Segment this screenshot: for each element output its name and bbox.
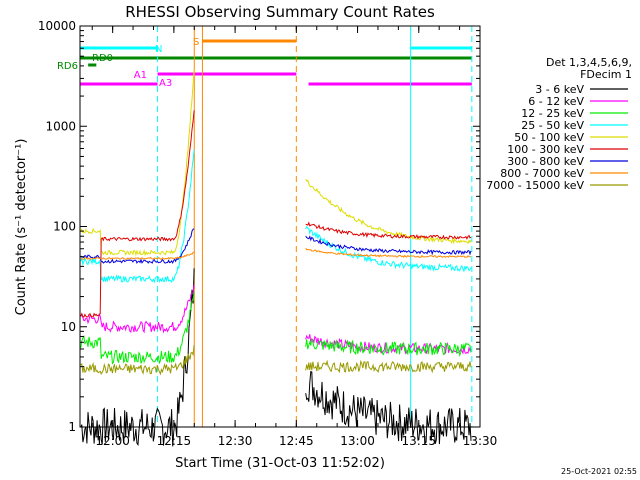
y-tick-label: 10 [61,320,76,334]
legend-entry-label: 100 - 300 keV [507,143,584,156]
flag-label-rd6: RD6 [57,61,78,72]
x-tick-label: 12:00 [95,434,130,448]
x-tick-label: 12:45 [279,434,314,448]
flag-bars: N S RD0 RD6 A1 A3 [57,37,472,89]
x-tick-label: 13:15 [401,434,436,448]
legend-entry-label: 25 - 50 keV [521,119,584,132]
series-line-6 [80,110,195,318]
y-tick-label: 10000 [38,19,76,33]
series-line-3 [305,338,472,358]
y-tick-label: 100 [53,220,76,234]
series-line-7 [305,235,472,256]
legend-entry-label: 300 - 800 keV [507,155,584,168]
series-line-6 [305,221,472,240]
chart-title: RHESSI Observing Summary Count Rates [125,3,435,21]
x-axis-label: Start Time (31-Oct-03 11:52:02) [175,456,385,471]
axes: 12:00 12:15 12:30 12:45 13:00 13:15 13:30 1 10 10… [38,19,497,448]
flag-label-rd0: RD0 [92,53,113,64]
flag-label-n: N [155,44,162,55]
legend-entry-label: 50 - 100 keV [514,131,584,144]
timestamp: 25-Oct-2021 02:55 [561,467,637,476]
series-line-8 [305,247,472,259]
flag-label-a3: A3 [159,78,172,89]
x-tick-label: 12:30 [218,434,253,448]
series-line-5 [305,178,472,245]
series-line-3 [80,291,195,365]
series-line-1 [80,268,195,447]
legend-header: Det 1,3,4,5,6,9, [546,56,632,69]
series-line-4 [305,225,472,273]
legend-entry-label: 3 - 6 keV [535,83,584,96]
y-axis-label: Count Rate (s⁻¹ detector⁻¹) [14,139,29,316]
series-line-1 [305,370,472,445]
series-line-9 [80,344,195,376]
legend-entry-label: 800 - 7000 keV [500,167,584,180]
legend-entry-label: 7000 - 15000 keV [486,179,584,192]
legend-entry-label: 6 - 12 keV [528,95,584,108]
series-line-9 [305,359,472,374]
flag-label-a1: A1 [134,70,147,81]
x-tick-label: 13:30 [463,434,498,448]
x-tick-label: 12:15 [157,434,192,448]
y-tick-label: 1000 [45,119,76,133]
legend-header: FDecim 1 [580,68,632,81]
x-tick-label: 13:00 [340,434,375,448]
series-line-5 [80,69,195,257]
series-line-4 [80,149,195,284]
series-line-2 [80,284,195,334]
y-tick-label: 1 [68,420,76,434]
legend-entry-label: 12 - 25 keV [521,107,584,120]
series-lines [80,69,472,447]
flag-label-s: S [193,37,199,48]
series-line-8 [80,251,195,261]
